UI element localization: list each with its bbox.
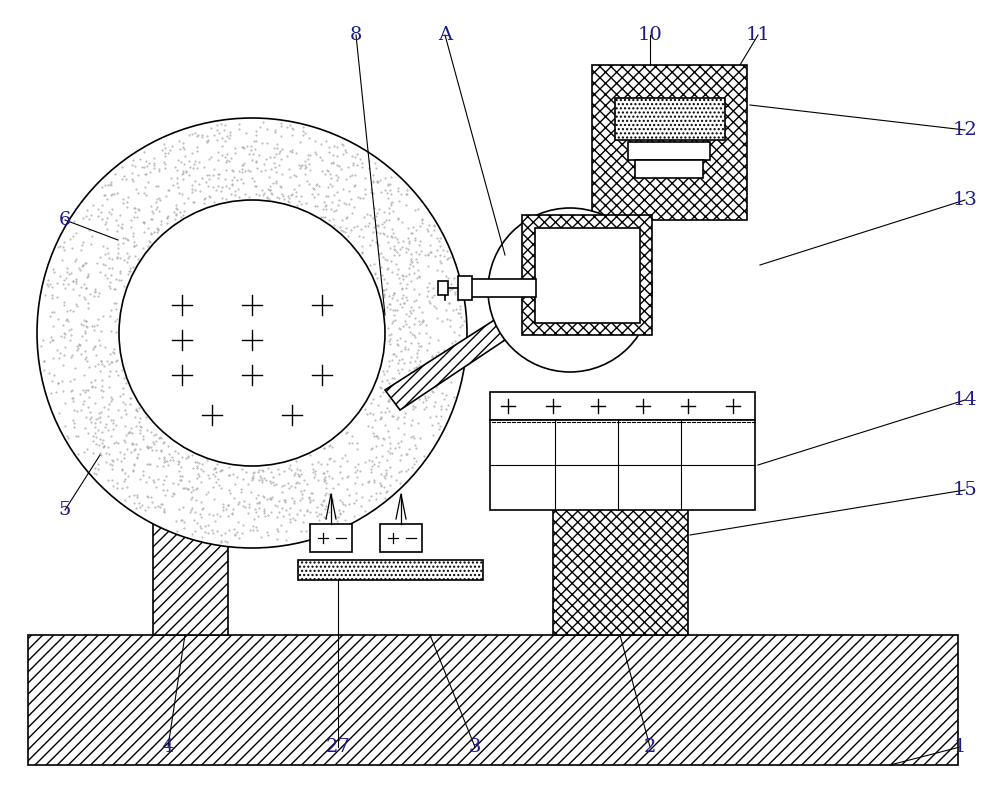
Text: 11: 11 bbox=[746, 26, 770, 44]
Circle shape bbox=[37, 118, 467, 548]
Polygon shape bbox=[385, 310, 520, 410]
Bar bbox=[458, 276, 472, 300]
Bar bbox=[310, 524, 352, 552]
Bar bbox=[615, 98, 725, 140]
Bar bbox=[522, 215, 652, 335]
Bar bbox=[380, 524, 422, 552]
Text: 13: 13 bbox=[953, 191, 977, 209]
Bar bbox=[438, 281, 448, 295]
Text: 27: 27 bbox=[326, 738, 350, 756]
Bar bbox=[468, 279, 536, 297]
Text: 6: 6 bbox=[59, 211, 71, 229]
Bar bbox=[535, 228, 640, 323]
Text: 15: 15 bbox=[953, 481, 977, 499]
Text: 5: 5 bbox=[59, 501, 71, 519]
Text: 1: 1 bbox=[954, 738, 966, 756]
Circle shape bbox=[488, 208, 652, 372]
Text: A: A bbox=[438, 26, 452, 44]
Text: 12: 12 bbox=[953, 121, 977, 139]
Text: 4: 4 bbox=[162, 738, 174, 756]
Text: 2: 2 bbox=[644, 738, 656, 756]
Bar bbox=[490, 392, 755, 420]
Circle shape bbox=[119, 200, 385, 466]
Text: 3: 3 bbox=[469, 738, 481, 756]
Bar bbox=[490, 420, 755, 510]
Bar bbox=[28, 635, 958, 765]
Bar bbox=[153, 505, 228, 635]
Text: 14: 14 bbox=[953, 391, 977, 409]
Bar bbox=[553, 410, 688, 635]
Bar bbox=[298, 560, 483, 580]
Bar bbox=[635, 160, 703, 178]
Text: 10: 10 bbox=[638, 26, 662, 44]
Bar bbox=[628, 142, 710, 160]
Bar bbox=[592, 65, 747, 220]
Text: 8: 8 bbox=[350, 26, 362, 44]
